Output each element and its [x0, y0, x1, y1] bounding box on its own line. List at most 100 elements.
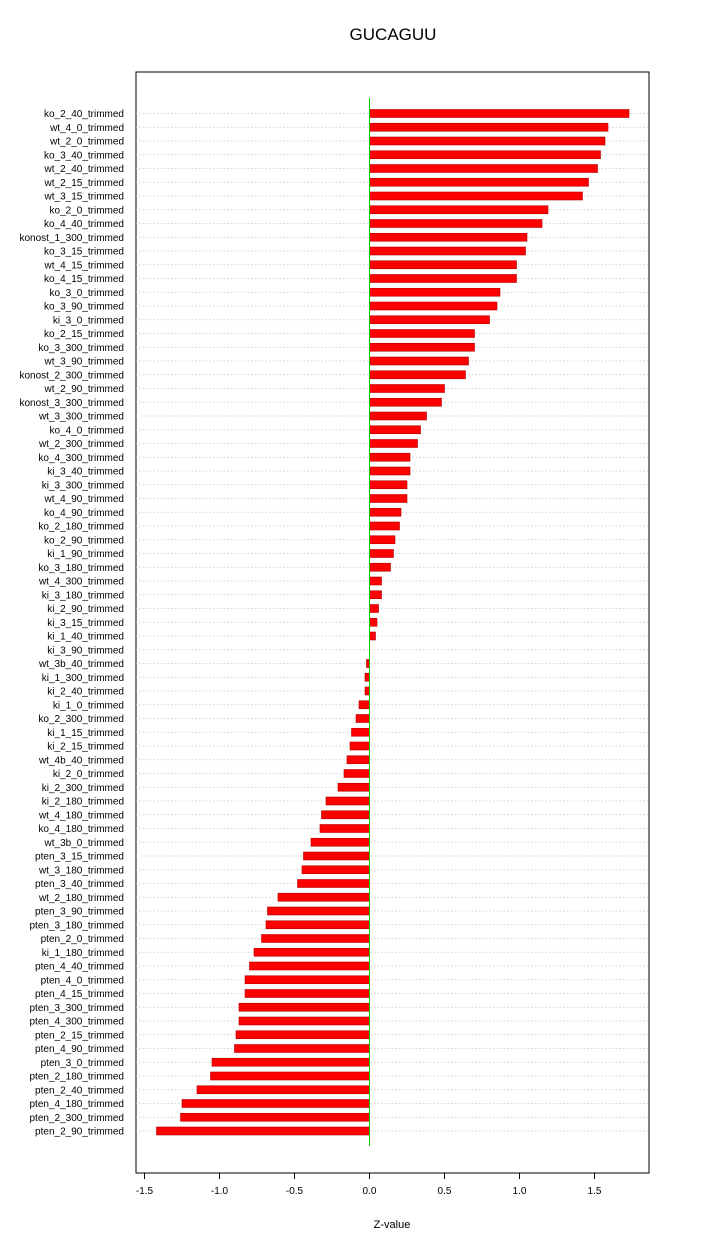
x-tick-label: 0.0 [363, 1186, 377, 1197]
category-label-ki_1_90_trimmed: ki_1_90_trimmed [47, 549, 124, 560]
bar-wt_2_180_trimmed [277, 892, 370, 902]
category-labels: ko_2_40_trimmed wt_4_0_trimmed wt_2_0_trim… [19, 109, 124, 1138]
bar-wt_4_0_trimmed [369, 122, 609, 132]
category-label-ki_3_0_trimmed: ki_3_0_trimmed [53, 315, 124, 326]
bar-ko_3_300_trimmed [369, 342, 475, 352]
category-label-ko_3_300_trimmed: ko_3_300_trimmed [38, 343, 124, 354]
category-label-wt_3_15_trimmed: wt_3_15_trimmed [44, 192, 124, 203]
bar-ki_1_40_trimmed [369, 631, 376, 641]
category-label-ko_3_15_trimmed: ko_3_15_trimmed [44, 247, 124, 258]
category-label-pten_3_300_trimmed: pten_3_300_trimmed [29, 1003, 124, 1014]
bar-ko_2_15_trimmed [369, 329, 475, 338]
bar-wt_4_180_trimmed [321, 810, 370, 820]
category-label-wt_4b_40_trimmed: wt_4b_40_trimmed [38, 755, 124, 766]
bar-pten_3_300_trimmed [238, 1002, 370, 1012]
bar-ki_1_90_trimmed [369, 549, 394, 558]
bar-ko_2_0_trimmed [369, 205, 549, 215]
bar-wt_2_90_trimmed [369, 384, 445, 393]
bar-ko_3_40_trimmed [369, 150, 601, 160]
category-label-ki_1_180_trimmed: ki_1_180_trimmed [42, 948, 124, 959]
bar-konost_1_300_trimmed [369, 232, 528, 242]
bar-wt_3_15_trimmed [369, 191, 583, 201]
category-label-ko_2_40_trimmed: ko_2_40_trimmed [44, 109, 124, 120]
category-label-ki_3_15_trimmed: ki_3_15_trimmed [47, 618, 124, 629]
bar-pten_4_90_trimmed [234, 1044, 370, 1053]
x-tick-label: 1.0 [513, 1186, 527, 1197]
category-label-wt_4_180_trimmed: wt_4_180_trimmed [38, 810, 124, 821]
category-label-ki_2_90_trimmed: ki_2_90_trimmed [47, 604, 124, 615]
category-label-ko_3_180_trimmed: ko_3_180_trimmed [38, 563, 124, 574]
category-label-pten_2_300_trimmed: pten_2_300_trimmed [29, 1113, 124, 1124]
category-label-ko_4_40_trimmed: ko_4_40_trimmed [44, 219, 124, 230]
bar-ko_2_90_trimmed [369, 535, 396, 545]
bar-ki_3_300_trimmed [369, 480, 408, 490]
category-label-pten_2_90_trimmed: pten_2_90_trimmed [35, 1127, 124, 1138]
bar-layer [156, 98, 630, 1146]
category-label-ko_4_0_trimmed: ko_4_0_trimmed [50, 425, 124, 436]
category-label-wt_3_90_trimmed: wt_3_90_trimmed [44, 357, 124, 368]
bar-wt_4_15_trimmed [369, 260, 517, 270]
category-label-ki_2_40_trimmed: ki_2_40_trimmed [47, 687, 124, 698]
x-tick-label: -1.0 [211, 1186, 229, 1197]
category-label-ki_2_180_trimmed: ki_2_180_trimmed [42, 797, 124, 808]
bar-pten_4_300_trimmed [238, 1016, 370, 1026]
bar-ko_4_90_trimmed [369, 507, 402, 517]
category-label-ki_3_40_trimmed: ki_3_40_trimmed [47, 467, 124, 478]
category-label-ko_2_300_trimmed: ko_2_300_trimmed [38, 714, 124, 725]
bar-ko_2_180_trimmed [369, 521, 400, 531]
bar-ko_2_300_trimmed [355, 714, 370, 723]
category-label-pten_3_90_trimmed: pten_3_90_trimmed [35, 907, 124, 918]
bar-ko_4_15_trimmed [369, 274, 517, 283]
x-tick-label: 1.5 [588, 1186, 602, 1197]
bar-ko_3_90_trimmed [369, 301, 498, 311]
bar-konost_2_300_trimmed [369, 370, 466, 380]
category-label-ki_1_40_trimmed: ki_1_40_trimmed [47, 632, 124, 643]
bar-pten_3_180_trimmed [265, 920, 370, 930]
category-label-ko_3_0_trimmed: ko_3_0_trimmed [50, 288, 124, 299]
bar-pten_2_40_trimmed [196, 1085, 370, 1095]
bar-ki_2_180_trimmed [325, 796, 370, 806]
bar-pten_4_0_trimmed [244, 975, 370, 985]
bar-wt_2_40_trimmed [369, 164, 598, 173]
bar-pten_4_180_trimmed [181, 1099, 370, 1108]
bar-ko_3_0_trimmed [369, 287, 501, 297]
bar-ki_3_15_trimmed [369, 617, 378, 627]
category-label-pten_4_15_trimmed: pten_4_15_trimmed [35, 989, 124, 1000]
category-label-pten_4_180_trimmed: pten_4_180_trimmed [29, 1099, 124, 1110]
bar-pten_3_0_trimmed [211, 1057, 370, 1067]
category-label-ki_2_0_trimmed: ki_2_0_trimmed [53, 769, 124, 780]
category-label-konost_2_300_trimmed: konost_2_300_trimmed [19, 370, 124, 381]
category-label-ko_3_90_trimmed: ko_3_90_trimmed [44, 302, 124, 313]
bar-ki_1_0_trimmed [358, 700, 370, 710]
bar-ko_4_0_trimmed [369, 425, 421, 435]
category-label-wt_2_15_trimmed: wt_2_15_trimmed [44, 178, 124, 189]
category-label-ki_3_180_trimmed: ki_3_180_trimmed [42, 590, 124, 601]
bar-wt_2_15_trimmed [369, 177, 589, 187]
category-label-wt_2_180_trimmed: wt_2_180_trimmed [38, 893, 124, 904]
category-label-ko_2_15_trimmed: ko_2_15_trimmed [44, 329, 124, 340]
bar-ko_3_180_trimmed [369, 562, 391, 572]
category-label-ko_3_40_trimmed: ko_3_40_trimmed [44, 150, 124, 161]
category-label-pten_4_40_trimmed: pten_4_40_trimmed [35, 962, 124, 973]
category-label-wt_2_40_trimmed: wt_2_40_trimmed [44, 164, 124, 175]
category-label-wt_4_15_trimmed: wt_4_15_trimmed [44, 260, 124, 271]
category-label-ko_4_90_trimmed: ko_4_90_trimmed [44, 508, 124, 519]
bar-wt_3_300_trimmed [369, 411, 427, 421]
x-tick-label: -0.5 [286, 1186, 304, 1197]
category-label-pten_3_180_trimmed: pten_3_180_trimmed [29, 920, 124, 931]
bar-ki_1_180_trimmed [253, 947, 370, 957]
category-label-pten_2_180_trimmed: pten_2_180_trimmed [29, 1072, 124, 1083]
category-label-ko_2_0_trimmed: ko_2_0_trimmed [50, 205, 124, 216]
bar-pten_4_15_trimmed [244, 989, 370, 998]
chart-title: GUCAGUU [350, 25, 437, 44]
x-axis: -1.5 -1.0 -0.5 0.0 0.5 1.0 1.5 [136, 1172, 602, 1197]
bar-ki_2_0_trimmed [343, 769, 370, 778]
category-label-wt_2_90_trimmed: wt_2_90_trimmed [44, 384, 124, 395]
category-label-ki_1_15_trimmed: ki_1_15_trimmed [47, 728, 124, 739]
bar-ki_3_0_trimmed [369, 315, 490, 325]
bar-pten_3_15_trimmed [303, 851, 370, 861]
bar-ko_4_40_trimmed [369, 219, 543, 228]
category-label-wt_2_300_trimmed: wt_2_300_trimmed [38, 439, 124, 450]
category-label-ki_2_15_trimmed: ki_2_15_trimmed [47, 742, 124, 753]
bar-wt_2_300_trimmed [369, 439, 418, 448]
